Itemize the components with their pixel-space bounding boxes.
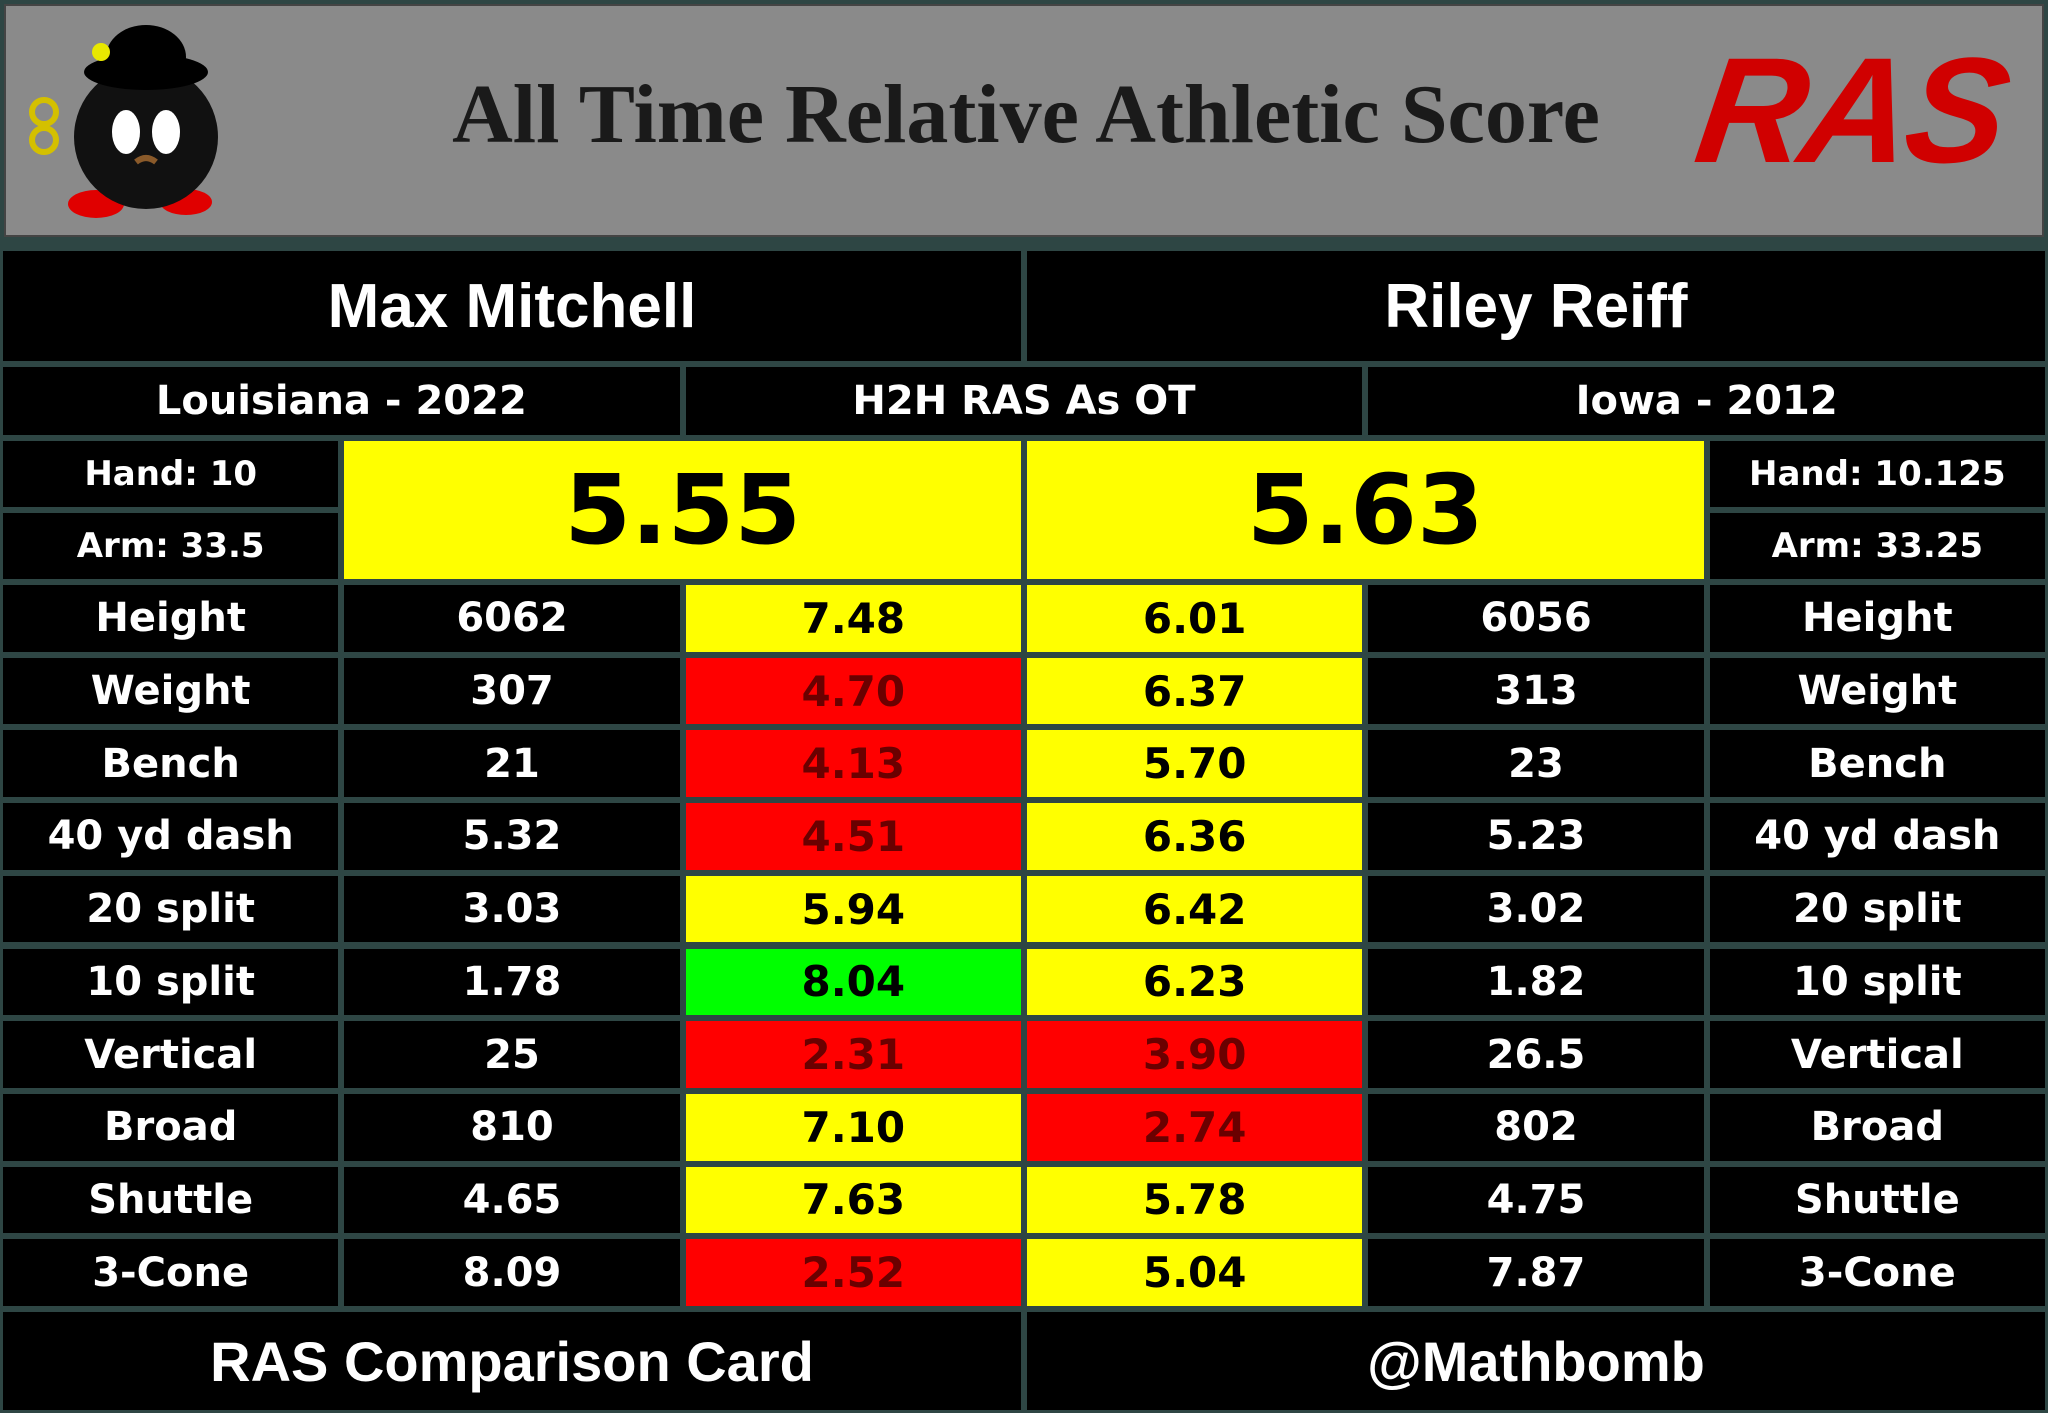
stat-score: 4.51 xyxy=(685,803,1021,870)
stat-label: Broad xyxy=(1709,1093,2045,1161)
player-name: Riley Reiff xyxy=(1027,251,2045,361)
stat-value: 3.03 xyxy=(344,875,680,943)
stat-label: Height xyxy=(3,585,339,652)
stat-label: Broad xyxy=(3,1093,339,1161)
stat-value: 25 xyxy=(344,1021,680,1088)
stat-score: 2.52 xyxy=(685,1239,1021,1306)
stat-score: 6.01 xyxy=(1027,585,1363,652)
stat-value: 26.5 xyxy=(1368,1021,1704,1088)
stat-label: Shuttle xyxy=(3,1166,339,1234)
stat-value: 23 xyxy=(1368,730,1704,798)
stat-label: 3-Cone xyxy=(1709,1239,2045,1306)
stat-value: 313 xyxy=(1368,657,1704,725)
title: All Time Relative Athletic Score xyxy=(452,68,1600,161)
school-year: Iowa - 2012 xyxy=(1368,367,2045,435)
stat-value: 6062 xyxy=(344,585,680,652)
stat-label: 40 yd dash xyxy=(1709,803,2045,870)
stat-value: 21 xyxy=(344,730,680,798)
stat-value: 4.65 xyxy=(344,1166,680,1234)
player-name: Max Mitchell xyxy=(3,251,1021,361)
stat-value: 7.87 xyxy=(1368,1239,1704,1306)
stat-score: 3.90 xyxy=(1027,1021,1363,1088)
ras-score: 5.63 xyxy=(1027,441,1704,579)
stat-score: 4.13 xyxy=(685,730,1021,798)
arm-length: Arm: 33.25 xyxy=(1709,513,2045,579)
stat-score: 7.10 xyxy=(685,1093,1021,1161)
footer-text: @Mathbomb xyxy=(1027,1312,2045,1410)
stat-label: 20 split xyxy=(1709,875,2045,943)
ras-score: 5.55 xyxy=(344,441,1021,579)
stat-score: 2.74 xyxy=(1027,1093,1363,1161)
stat-score: 2.31 xyxy=(685,1021,1021,1088)
stat-value: 4.75 xyxy=(1368,1166,1704,1234)
stat-score: 6.36 xyxy=(1027,803,1363,870)
stat-score: 5.70 xyxy=(1027,730,1363,798)
stat-score: 7.48 xyxy=(685,585,1021,652)
stat-label: Height xyxy=(1709,585,2045,652)
bomb-logo xyxy=(29,25,218,218)
stat-label: 3-Cone xyxy=(3,1239,339,1306)
stat-label: Vertical xyxy=(3,1021,339,1088)
stat-score: 6.23 xyxy=(1027,948,1363,1016)
stat-score: 6.37 xyxy=(1027,657,1363,725)
stat-score: 5.04 xyxy=(1027,1239,1363,1306)
stat-value: 5.23 xyxy=(1368,803,1704,870)
stat-label: Weight xyxy=(1709,657,2045,725)
stat-label: Vertical xyxy=(1709,1021,2045,1088)
stat-label: Weight xyxy=(3,657,339,725)
stat-value: 1.82 xyxy=(1368,948,1704,1016)
arm-length: Arm: 33.5 xyxy=(3,513,339,579)
school-year: Louisiana - 2022 xyxy=(3,367,680,435)
stat-label: 40 yd dash xyxy=(3,803,339,870)
stat-value: 3.02 xyxy=(1368,875,1704,943)
hand-size: Hand: 10 xyxy=(3,441,339,507)
stat-value: 1.78 xyxy=(344,948,680,1016)
header: All Time Relative Athletic Score RAS xyxy=(4,4,2044,237)
stat-label: Shuttle xyxy=(1709,1166,2045,1234)
stat-score: 4.70 xyxy=(685,657,1021,725)
footer-text: RAS Comparison Card xyxy=(3,1312,1021,1410)
stat-label: 10 split xyxy=(3,948,339,1016)
stat-value: 6056 xyxy=(1368,585,1704,652)
stat-score: 5.78 xyxy=(1027,1166,1363,1234)
stat-value: 8.09 xyxy=(344,1239,680,1306)
comparison-label: H2H RAS As OT xyxy=(685,367,1363,435)
stat-score: 7.63 xyxy=(685,1166,1021,1234)
stat-score: 8.04 xyxy=(685,948,1021,1016)
logo-text: RAS xyxy=(1687,26,2016,194)
stat-score: 6.42 xyxy=(1027,875,1363,943)
stat-label: Bench xyxy=(1709,730,2045,798)
stat-label: 10 split xyxy=(1709,948,2045,1016)
stat-label: 20 split xyxy=(3,875,339,943)
stat-value: 802 xyxy=(1368,1093,1704,1161)
stat-value: 307 xyxy=(344,657,680,725)
stat-label: Bench xyxy=(3,730,339,798)
stat-score: 5.94 xyxy=(685,875,1021,943)
stat-value: 810 xyxy=(344,1093,680,1161)
stat-value: 5.32 xyxy=(344,803,680,870)
hand-size: Hand: 10.125 xyxy=(1709,441,2045,507)
